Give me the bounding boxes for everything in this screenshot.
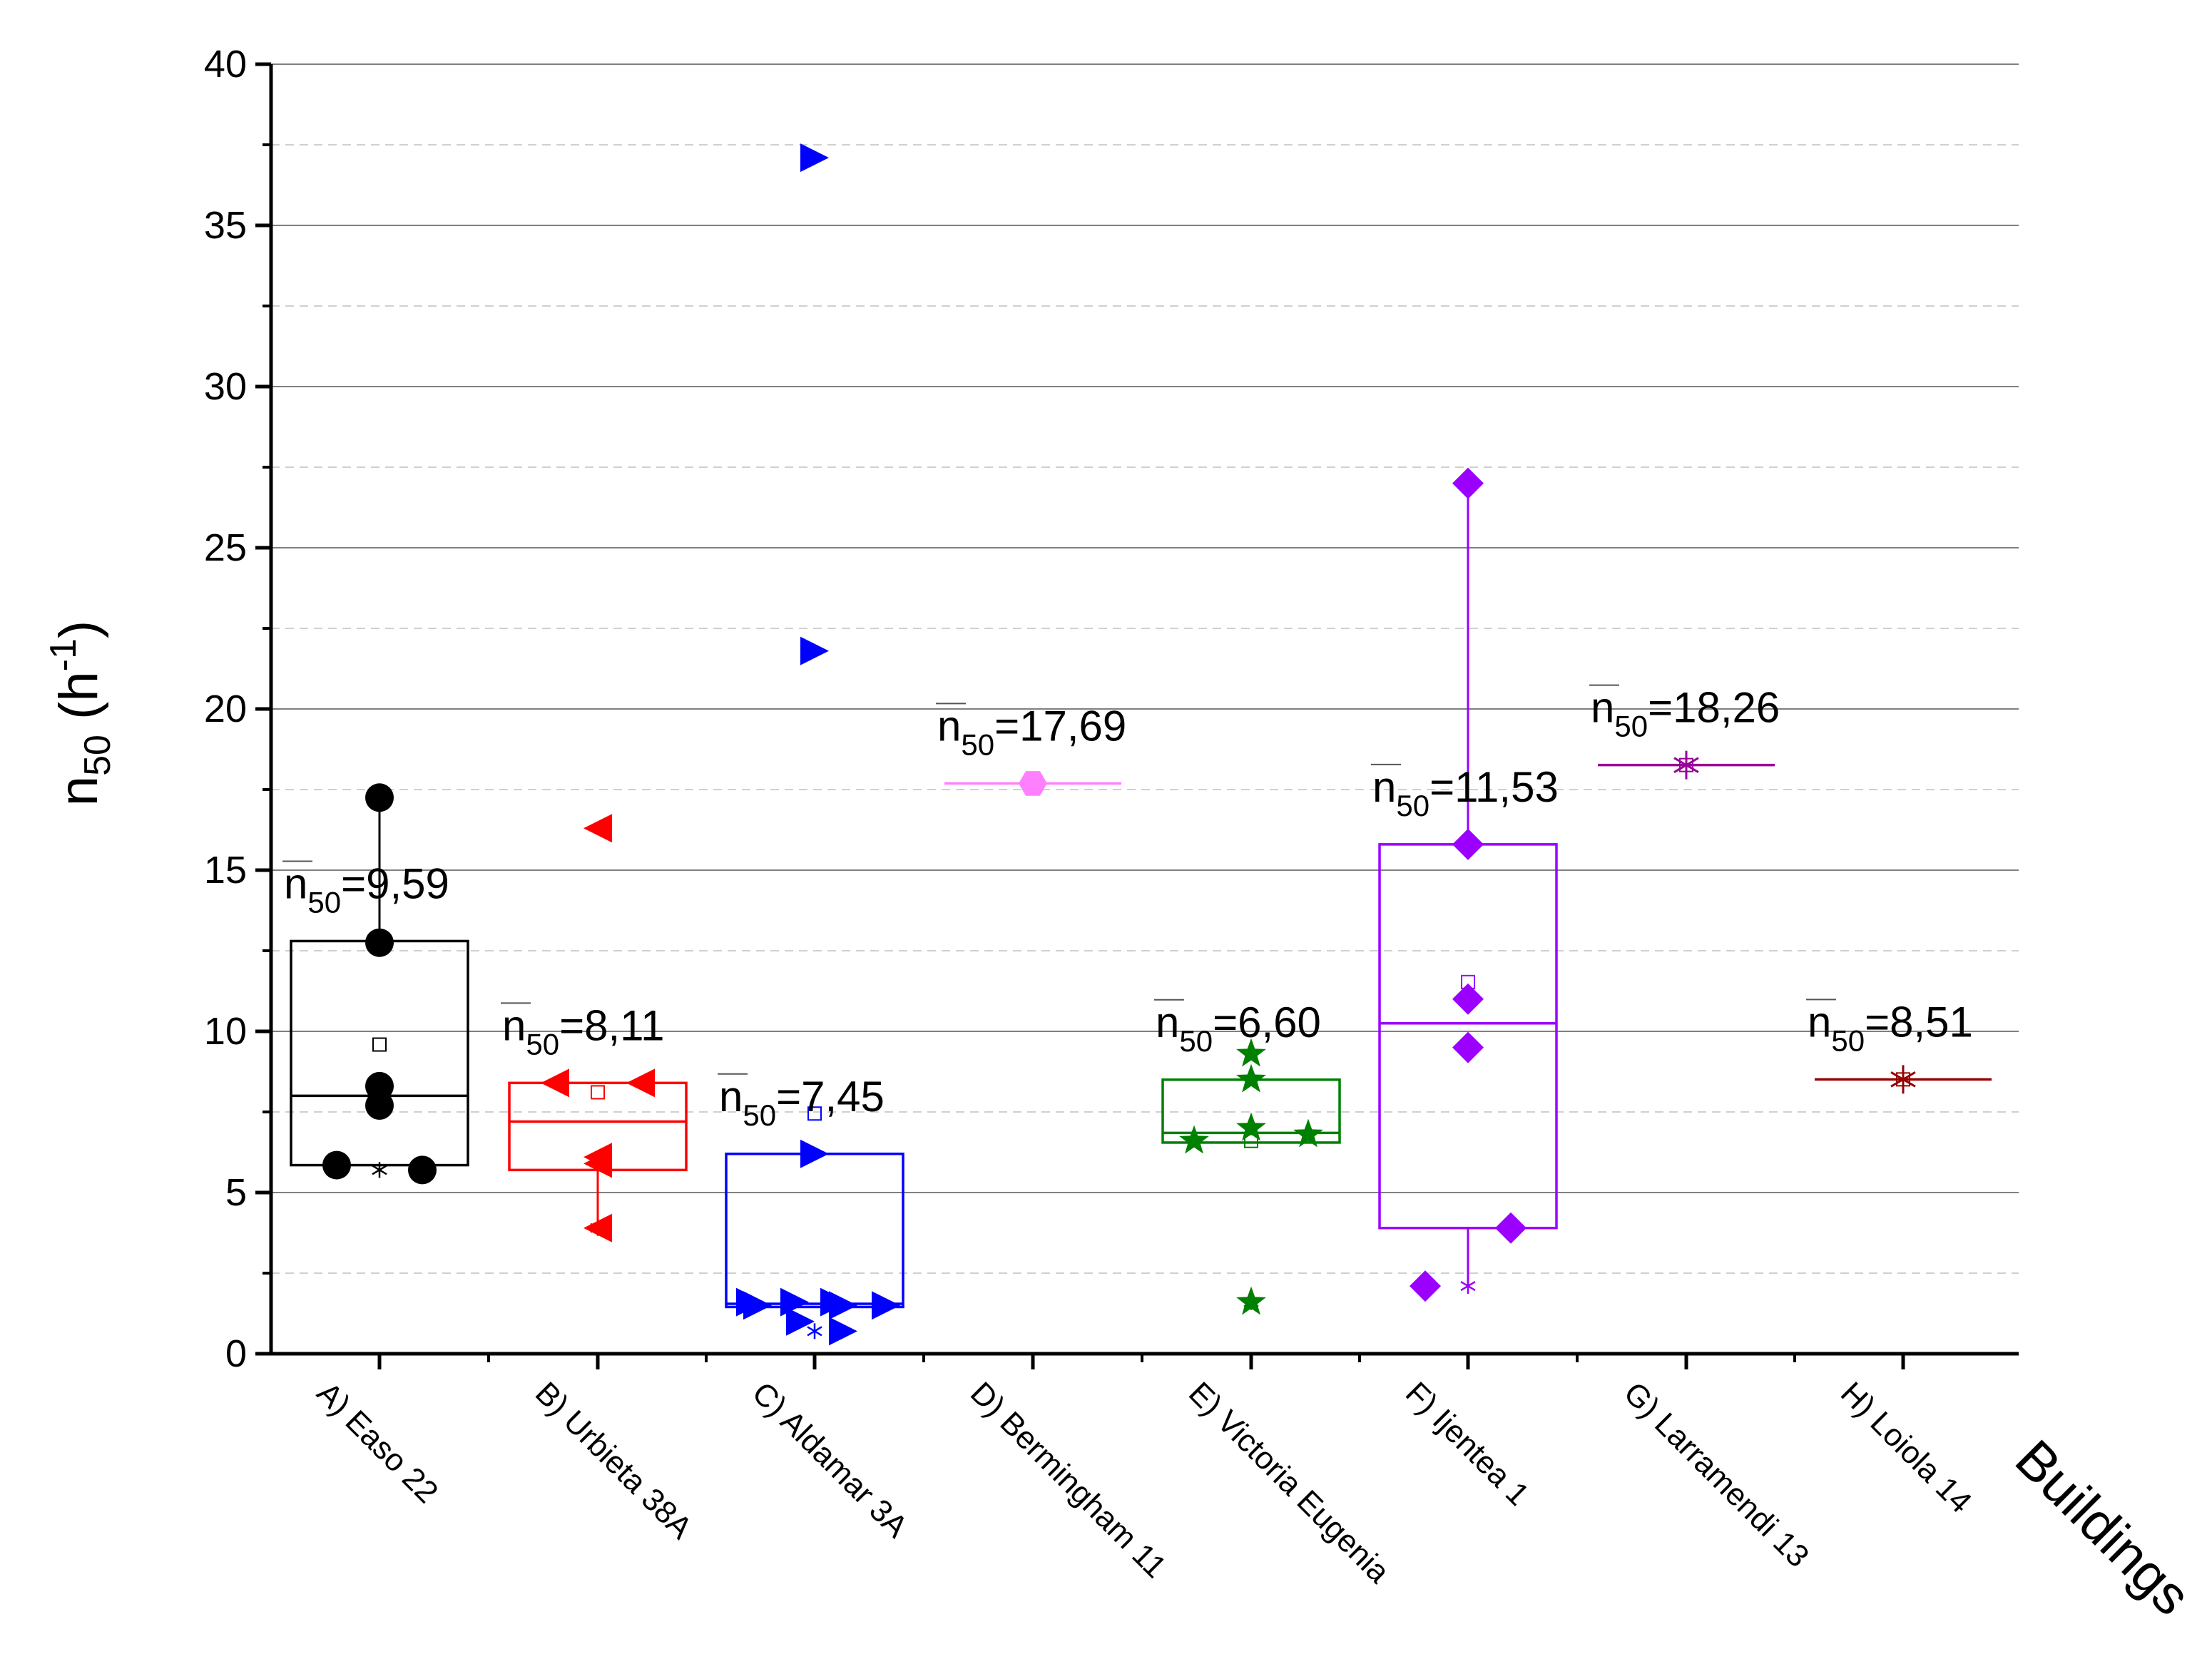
min-marker [807,1323,822,1339]
y-tick-label: 30 [204,365,247,408]
x-category-label: F) Ijentea 1 [1399,1375,1536,1512]
y-tick-label: 15 [204,849,247,892]
data-point [1452,828,1484,860]
mean-annotation: n50=17,69 [937,702,1126,761]
y-tick-label: 5 [225,1171,247,1214]
y-tick-label: 0 [225,1332,247,1375]
x-category-label: A) Easo 22 [310,1375,445,1510]
x-axis-title: Buildings [2004,1429,2202,1627]
mean-marker [1896,1072,1910,1087]
data-point [800,143,829,173]
data-point [1236,1063,1266,1093]
data-point [322,1150,351,1180]
svg-text:n50 (h-1): n50 (h-1) [43,621,118,806]
iqr-box [725,1153,904,1309]
y-title-sup: -1 [43,638,84,671]
mean-marker [372,1037,387,1052]
grid-lines [271,63,2019,1274]
data-point [1236,1112,1266,1141]
data-point [541,1068,569,1098]
data-point [1293,1118,1323,1148]
data-points [322,143,1916,1346]
data-point [1673,750,1699,780]
y-title-base: n [49,776,109,806]
data-point [1236,1038,1266,1067]
min-marker [1025,775,1041,792]
mean-annotation: n50=6,60 [1156,999,1321,1058]
min-marker [1243,1294,1259,1310]
mean-marker [591,1085,605,1100]
y-tick-label: 20 [204,688,247,730]
x-category-label: B) Urbieta 38A [529,1375,699,1546]
mean-annotation: n50=8,51 [1808,998,1973,1057]
data-point [1495,1212,1527,1244]
data-point [1890,1065,1916,1094]
data-point [365,783,394,812]
y-axis-title: n50 (h-1) [43,621,118,806]
y-title-close: ) [49,621,109,638]
mean-annotation: n50=18,26 [1591,684,1780,743]
x-category-label: D) Bermingham 11 [964,1375,1173,1584]
x-category-label: H) Loiola 14 [1834,1375,1978,1519]
y-tick-label: 10 [204,1010,247,1053]
y-tick-label: 40 [204,43,247,86]
mean-marker [1244,1133,1258,1148]
y-tick-label: 25 [204,526,247,569]
min-marker [372,1162,387,1178]
data-point [829,1317,857,1346]
data-point [365,928,394,957]
data-point [1179,1125,1209,1154]
data-point [583,814,612,843]
data-point [800,1139,829,1168]
data-point [786,1307,815,1336]
data-point [1452,467,1484,499]
mean-marker [807,1106,822,1121]
mean-marker [1461,974,1475,989]
mean-annotation: n50=8,11 [502,1001,664,1061]
data-point [408,1155,437,1185]
data-point [1452,1031,1484,1063]
x-category-label: C) Aldamar 3A [745,1375,914,1544]
mean-marker [1679,757,1693,772]
mean-annotation: n50=9,59 [284,859,449,919]
x-category-label: E) Victoria Eugenia [1182,1375,1397,1590]
data-point [626,1068,655,1098]
data-point [829,1291,857,1320]
min-marker [590,1220,606,1236]
mean-annotation: n50=11,53 [1372,763,1559,822]
labels: 0 5 10 15 20 25 30 35 40 A) Easo 22 n50=9,59 B) Urb… [204,43,1978,1590]
data-point [1452,983,1484,1015]
data-point [872,1291,900,1320]
data-point [743,1291,772,1320]
data-point [1410,1270,1441,1302]
boxes [290,483,1992,1309]
axes [255,62,2019,1369]
iqr-box [290,939,469,1167]
y-tick-label: 35 [204,204,247,247]
data-point [365,1091,394,1120]
min-marker [1460,1278,1476,1295]
y-title-open: (h [49,671,109,735]
data-point [583,1149,612,1178]
data-point [800,636,829,665]
y-title-sub: 50 [77,735,118,776]
x-category-label: G) Larramendi 13 [1617,1375,1815,1573]
mean-annotation: n50=7,45 [719,1073,885,1132]
